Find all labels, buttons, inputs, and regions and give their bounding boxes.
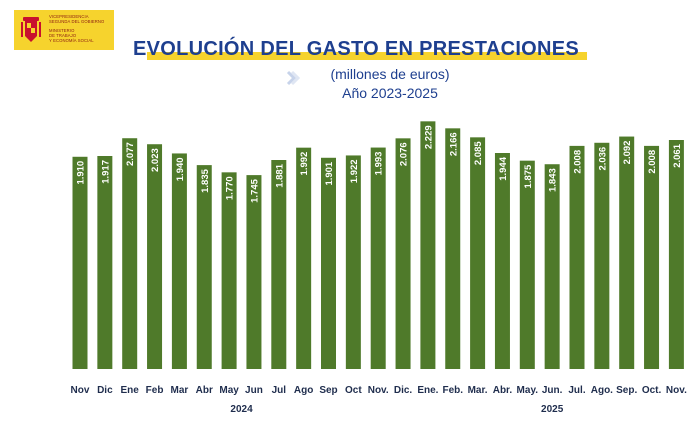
chart-title: EVOLUCIÓN DEL GASTO EN PRESTACIONES	[132, 38, 580, 60]
x-tick-label-20: Jul.	[568, 385, 585, 396]
bar-14	[420, 121, 436, 369]
bar-15	[445, 128, 461, 369]
logo-line-1: VICEPRESIDENCIA	[49, 14, 89, 19]
bar-value-label-5: 1.835	[200, 168, 211, 192]
x-tick-label-22: Sep.	[616, 385, 637, 396]
x-tick-label-6: May	[219, 385, 239, 396]
x-tick-label-14: Ene.	[417, 385, 438, 396]
x-tick-label-23: Oct.	[642, 385, 662, 396]
x-tick-label-9: Ago	[294, 385, 313, 396]
bar-22	[619, 136, 635, 369]
bar-value-label-0: 1.910	[76, 161, 87, 185]
bar-12	[370, 147, 386, 369]
bar-1	[97, 156, 113, 369]
government-logo: VICEPRESIDENCIA SEGUNDA DEL GOBIERNO MIN…	[14, 10, 114, 50]
bar-3	[147, 144, 163, 369]
bar-value-label-19: 1.843	[548, 168, 559, 192]
bar-value-label-11: 1.922	[349, 159, 360, 183]
bar-value-label-21: 2.036	[597, 147, 608, 171]
bar-11	[345, 155, 361, 369]
year-group-label-1: 2025	[541, 404, 564, 415]
logo-line-5: Y ECONOMÍA SOCIAL	[49, 38, 94, 43]
bar-value-label-24: 2.061	[672, 143, 683, 167]
bar-value-label-9: 1.992	[299, 152, 310, 176]
bar-value-label-3: 2.023	[150, 148, 161, 172]
bar-6	[221, 172, 237, 369]
bar-5	[196, 165, 212, 369]
bar-value-label-8: 1.881	[274, 163, 285, 187]
bar-24	[668, 140, 684, 369]
logo-text: VICEPRESIDENCIA SEGUNDA DEL GOBIERNO MIN…	[49, 14, 111, 43]
x-tick-label-2: Ene	[121, 385, 140, 396]
x-tick-label-21: Ago.	[591, 385, 613, 396]
bar-17	[494, 153, 510, 369]
bar-16	[470, 137, 486, 369]
bar-9	[296, 147, 312, 369]
chart-subtitle: (millones de euros)	[330, 66, 450, 82]
bar-value-label-2: 2.077	[125, 142, 136, 166]
bar-19	[544, 164, 560, 369]
x-tick-label-7: Jun	[245, 385, 263, 396]
x-tick-label-0: Nov	[71, 385, 90, 396]
bar-value-label-14: 2.229	[423, 125, 434, 149]
bar-20	[569, 145, 585, 369]
bar-0	[72, 156, 88, 369]
x-tick-label-16: Mar.	[468, 385, 488, 396]
x-tick-label-19: Jun.	[542, 385, 563, 396]
bar-4	[171, 153, 187, 369]
x-tick-label-3: Feb	[146, 385, 164, 396]
year-group-label-0: 2024	[230, 404, 253, 415]
chevron-right-icon	[286, 70, 300, 86]
logo-line-4: DE TRABAJO	[49, 33, 77, 38]
bar-8	[271, 160, 287, 369]
bar-21	[594, 142, 610, 369]
bar-value-label-12: 1.993	[374, 152, 385, 176]
bar-value-label-13: 2.076	[399, 142, 410, 166]
x-tick-label-10: Sep	[319, 385, 337, 396]
x-tick-label-15: Feb.	[442, 385, 463, 396]
bar-18	[519, 160, 535, 369]
bar-7	[246, 175, 262, 369]
bar-value-label-4: 1.940	[175, 157, 186, 181]
bar-value-label-1: 1.917	[100, 160, 111, 184]
bar-value-label-6: 1.770	[225, 176, 236, 200]
bar-13	[395, 138, 411, 369]
bar-2	[122, 138, 138, 369]
x-tick-label-17: Abr.	[493, 385, 513, 396]
x-tick-label-8: Jul	[272, 385, 287, 396]
x-tick-label-11: Oct	[345, 385, 362, 396]
bar-value-label-7: 1.745	[249, 178, 260, 202]
bar-value-label-18: 1.875	[523, 164, 534, 188]
chart-period: Año 2023-2025	[342, 85, 438, 101]
logo-line-2: SEGUNDA DEL GOBIERNO	[49, 19, 105, 24]
bar-value-label-22: 2.092	[622, 141, 633, 165]
coat-of-arms-icon	[21, 17, 41, 42]
x-tick-label-1: Dic	[97, 385, 113, 396]
x-tick-label-12: Nov.	[368, 385, 389, 396]
bar-10	[321, 157, 336, 369]
logo-line-3: MINISTERIO	[49, 28, 75, 33]
x-tick-label-18: May.	[517, 385, 539, 396]
x-tick-label-13: Dic.	[394, 385, 413, 396]
bar-value-label-23: 2.008	[647, 150, 658, 174]
title-underline-band	[147, 52, 587, 60]
x-tick-label-24: Nov.	[666, 385, 687, 396]
bar-value-label-15: 2.166	[448, 132, 459, 156]
bar-value-label-20: 2.008	[573, 150, 584, 174]
bar-23	[644, 145, 660, 369]
bar-value-label-10: 1.901	[324, 161, 335, 185]
x-tick-label-4: Mar	[171, 385, 189, 396]
x-tick-label-5: Abr	[196, 385, 213, 396]
bar-value-label-16: 2.085	[473, 141, 484, 165]
bar-value-label-17: 1.944	[498, 156, 509, 180]
